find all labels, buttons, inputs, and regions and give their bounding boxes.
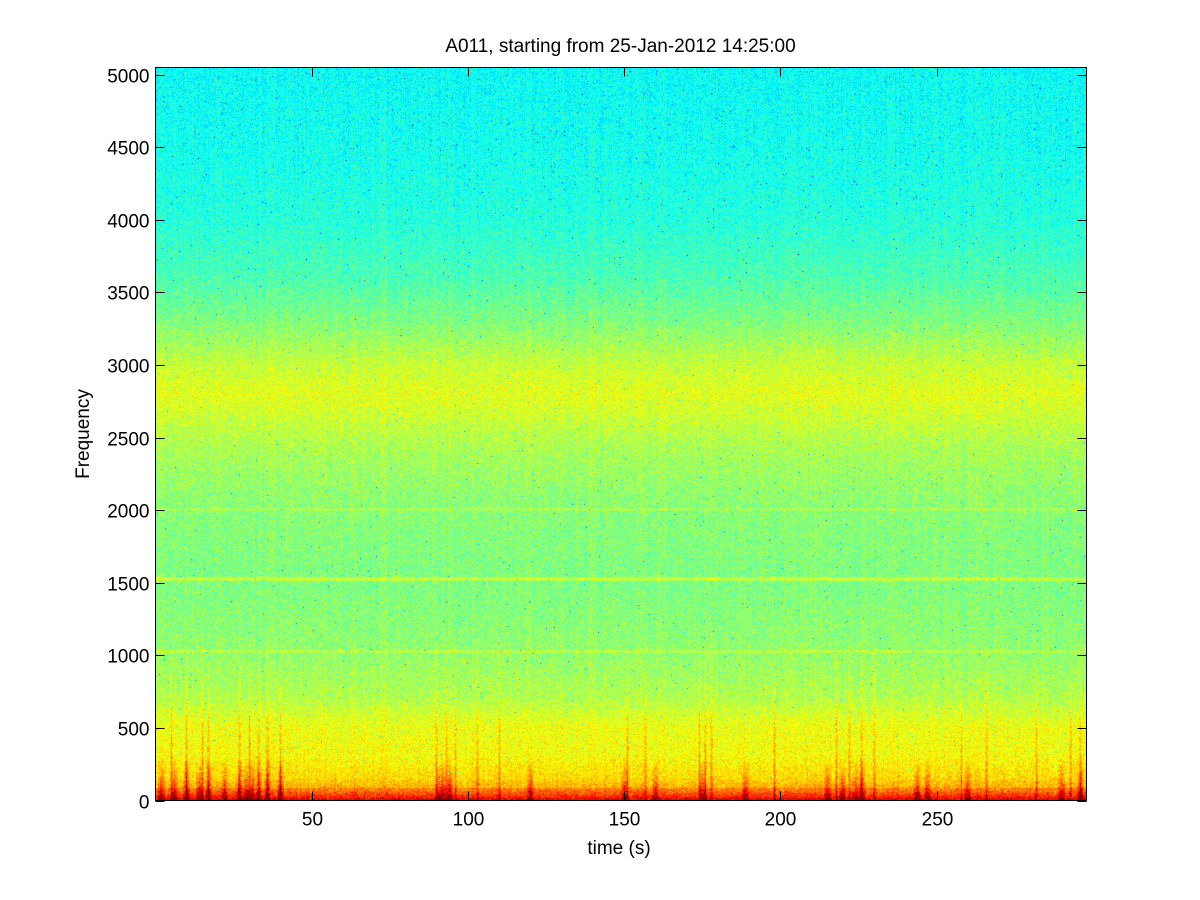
y-tick-label: 4500 xyxy=(107,139,149,160)
plot-frame xyxy=(155,67,1087,801)
x-tick-label: 250 xyxy=(922,810,954,831)
y-axis-label: Frequency xyxy=(73,389,94,479)
x-tick-label: 50 xyxy=(302,810,323,831)
y-tick-label: 1500 xyxy=(107,575,149,596)
y-tick-label: 2000 xyxy=(107,502,149,523)
spectrogram-image xyxy=(155,67,1086,800)
x-tick-label: 150 xyxy=(609,810,641,831)
x-axis: 50 100 150 200 250 xyxy=(302,67,954,831)
y-tick-label: 4000 xyxy=(107,212,149,233)
x-axis-label: time (s) xyxy=(587,838,650,859)
x-tick-label: 200 xyxy=(765,810,797,831)
chart-title: A011, starting from 25-Jan-2012 14:25:00 xyxy=(445,36,795,57)
y-tick-label: 2500 xyxy=(107,430,149,451)
y-axis: 0 500 1000 1500 2000 2500 3000 3500 4000 4500 5000 xyxy=(107,67,1087,814)
y-tick-label: 1000 xyxy=(107,647,149,668)
plot-area xyxy=(155,67,1087,801)
y-tick-label: 5000 xyxy=(107,67,149,88)
y-tick-label: 3000 xyxy=(107,357,149,378)
y-tick-label: 3500 xyxy=(107,284,149,305)
x-tick-label: 100 xyxy=(453,810,485,831)
y-tick-label: 500 xyxy=(118,720,150,741)
y-tick-label: 0 xyxy=(139,793,150,814)
